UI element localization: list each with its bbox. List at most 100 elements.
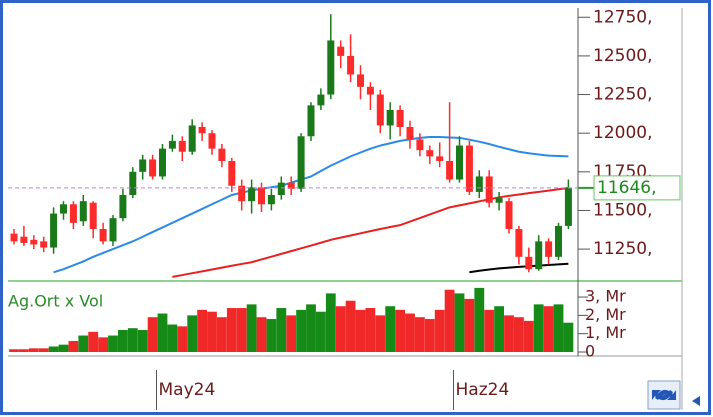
candle-body [99, 229, 107, 242]
candle-body [267, 195, 275, 205]
plot: 11250,11500,11750,12000,12250,12500,1275… [8, 7, 681, 410]
price-panel [10, 14, 572, 278]
volume-bar [157, 313, 168, 352]
candle-body [525, 256, 533, 270]
last-price-box [593, 175, 681, 201]
volume-bar [543, 306, 554, 352]
candle-body [564, 187, 572, 226]
volume-bar [98, 337, 108, 352]
volume-bar [127, 328, 138, 352]
volume-bar [385, 306, 396, 352]
candle-body [188, 125, 196, 152]
candle-body [436, 156, 444, 161]
volume-bar [355, 309, 366, 352]
volume-bar [58, 344, 69, 352]
y-tick-label: 12000, [593, 123, 652, 143]
volume-bar [325, 293, 336, 352]
volume-bar [48, 346, 59, 352]
candle-body [218, 148, 226, 161]
volume-bar [28, 348, 39, 352]
volume-bar [197, 309, 207, 352]
volume-bar [316, 311, 326, 352]
volume-bar [286, 315, 297, 352]
volume-bar [415, 317, 425, 352]
volume-bar [484, 309, 495, 352]
candle-body [109, 218, 117, 242]
volume-bar [177, 326, 188, 352]
volume-bar [207, 311, 217, 352]
candle-body [297, 136, 305, 189]
volume-bar [276, 308, 287, 352]
candle-body [515, 229, 523, 257]
moving-average [469, 262, 569, 274]
volume-label: Ag.Ort x Vol [8, 292, 103, 311]
candle-body [119, 195, 127, 219]
volume-bar [563, 322, 574, 352]
candle-body [89, 202, 97, 229]
candle-body [426, 150, 434, 157]
volume-bar [444, 289, 455, 352]
volume-bar [246, 304, 257, 352]
candle-body [178, 140, 186, 152]
y-tick-label: 12250, [593, 85, 652, 105]
volume-bar [306, 304, 316, 352]
candle-body [50, 213, 58, 248]
v-tick-label: 0 [585, 342, 595, 361]
candle-body [357, 74, 364, 87]
candle-body [545, 241, 553, 257]
volume-bar [236, 308, 247, 352]
scroll-arrow[interactable] [692, 396, 700, 406]
volume-bar [504, 315, 514, 352]
v-tick-label: 1, Mr [585, 323, 626, 342]
candle-body [376, 94, 384, 126]
v-tick-label: 2, Mr [585, 305, 626, 324]
volume-bar [147, 317, 158, 352]
candle-body [475, 176, 483, 192]
volume-bar [405, 313, 415, 352]
y-tick-label: 12750, [593, 7, 652, 27]
candle-body [327, 40, 335, 95]
candle-body [149, 159, 157, 177]
y-tick-label: 11500, [593, 200, 652, 220]
volume-bar [345, 300, 356, 352]
candle-body [159, 148, 166, 177]
candle-body [20, 236, 28, 243]
volume-bar [118, 330, 128, 352]
candle-body [40, 241, 48, 248]
candle-body [198, 127, 206, 134]
volume-bar [256, 317, 267, 352]
candle-body [248, 187, 256, 202]
candle-body [287, 182, 295, 189]
candle-body [228, 161, 236, 186]
volume-bar [464, 298, 475, 352]
candle-body [406, 127, 414, 140]
candle-body [347, 55, 355, 75]
x-tick-label: May24 [159, 380, 216, 400]
volume-bar [424, 319, 435, 352]
candle-body [168, 140, 176, 149]
candle-body [208, 133, 216, 149]
volume-bar [9, 349, 19, 352]
candle-body [416, 139, 424, 151]
candle-body [485, 176, 493, 203]
volume-bar [68, 341, 79, 352]
candle-body [79, 201, 87, 222]
volume-bar [88, 331, 99, 352]
candle-body [456, 145, 463, 180]
volume-bar [187, 315, 198, 352]
volume-bar [553, 304, 564, 352]
candle-body [465, 145, 473, 192]
candle-body [258, 187, 265, 205]
volume-bar [514, 317, 524, 352]
volume-bar [78, 335, 89, 352]
moving-average [172, 187, 569, 278]
volume-bar [474, 287, 485, 352]
candle-body [505, 201, 513, 229]
volume-bar [335, 306, 346, 352]
refresh-icon[interactable] [647, 380, 681, 410]
candle-body [495, 198, 503, 203]
candle-body [30, 239, 38, 245]
volume-bar [523, 320, 534, 352]
candle-body [60, 204, 67, 214]
candle-body [386, 110, 394, 126]
